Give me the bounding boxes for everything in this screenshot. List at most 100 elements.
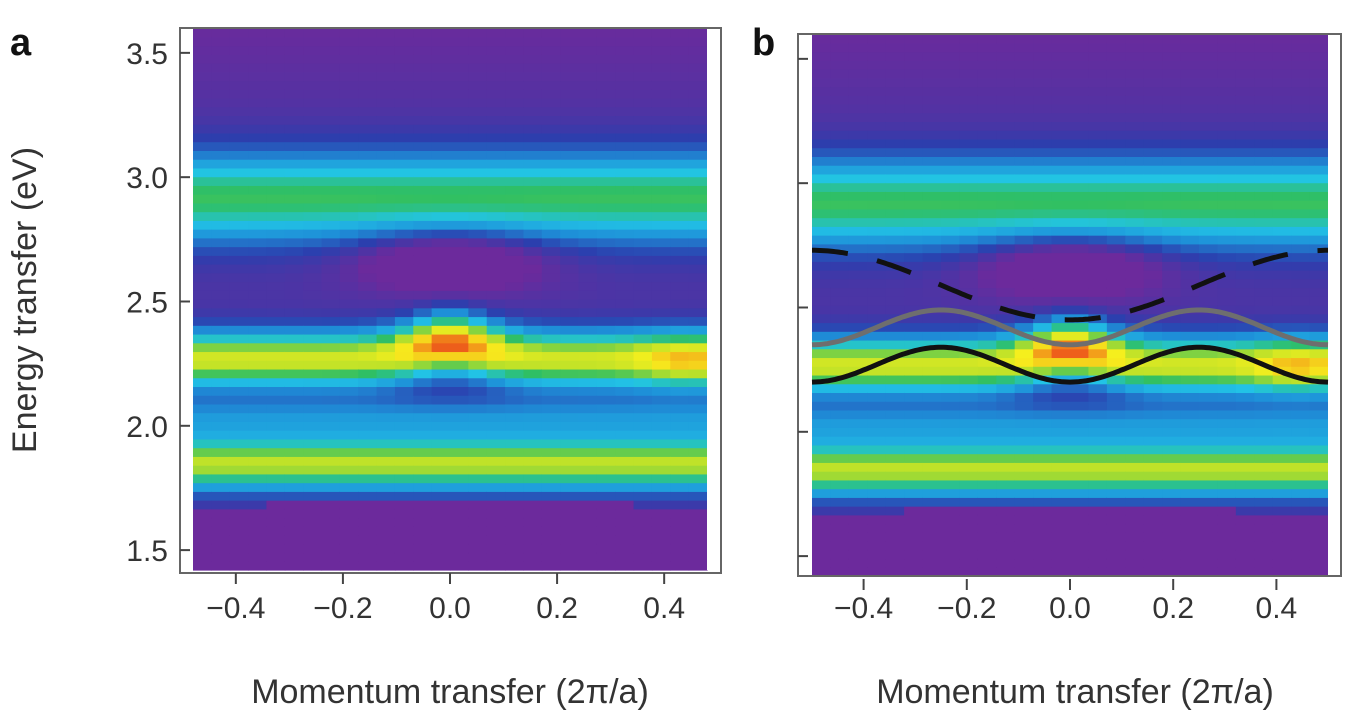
heatmap-cell [229,438,249,449]
heatmap-cell [812,401,832,411]
heatmap-cell [996,392,1016,402]
heatmap-cell [1180,77,1200,88]
heatmap-cell [1051,567,1071,577]
heatmap-cell [651,377,671,388]
heatmap-cell [1291,409,1311,420]
heatmap-cell [376,62,396,73]
heatmap-cell [1088,95,1108,105]
heatmap-cell [321,159,341,169]
heatmap-cell [468,517,488,527]
heatmap-cell [1106,252,1126,262]
heatmap-cell [229,307,249,318]
heatmap-cell [541,517,561,527]
heatmap-cell [505,386,525,396]
heatmap-cell [596,281,616,291]
heatmap-cell [284,62,304,73]
heatmap-cell [977,462,997,472]
heatmap-cell [1088,60,1108,70]
heatmap-cell [211,316,231,326]
heatmap-cell [1143,471,1163,481]
heatmap-cell [615,185,635,195]
heatmap-cell [248,202,268,213]
heatmap-cell [229,482,249,492]
heatmap-cell [596,159,616,169]
heatmap-cell [1217,287,1237,297]
heatmap-cell [922,558,942,568]
heatmap-cell [229,526,249,536]
heatmap-cell [1051,322,1071,332]
heatmap-cell [1051,558,1071,568]
heatmap-cell [468,535,488,545]
heatmap-cell [541,36,561,47]
heatmap-cell [848,34,868,44]
heatmap-cell [1217,191,1237,201]
heatmap-cell [450,45,469,55]
heatmap-cell [248,194,268,204]
heatmap-cell [376,141,396,151]
heatmap-cell [450,272,469,283]
heatmap-cell [431,28,451,38]
heatmap-cell [266,45,286,55]
heatmap-cell [431,333,451,344]
heatmap-cell [413,552,433,562]
heatmap-cell [266,229,286,239]
heatmap-cell [633,167,653,178]
heatmap-cell [922,366,942,376]
heatmap-cell [523,290,543,300]
heatmap-cell [1162,287,1182,297]
heatmap-cell [1033,497,1053,507]
heatmap-cell [670,185,690,195]
heatmap-cell [1125,147,1145,157]
heatmap-cell [193,482,212,492]
heatmap-cell [651,535,671,545]
heatmap-cell [376,167,396,178]
heatmap-cell [596,316,616,326]
heatmap-cell [1070,165,1090,175]
heatmap-cell [977,532,997,542]
heatmap-cell [596,176,616,186]
heatmap-cell [560,508,580,519]
heatmap-cell [578,237,598,248]
heatmap-cell [941,287,961,297]
heatmap-cell [229,80,249,90]
heatmap-cell [904,322,924,332]
heatmap-cell [830,357,850,367]
heatmap-cell [1217,34,1237,44]
heatmap-cell [394,368,414,379]
heatmap-cell [885,366,905,376]
heatmap-cell [941,252,961,262]
heatmap-cell [633,124,653,134]
heatmap-cell [1051,68,1071,79]
heatmap-cell [670,194,690,204]
heatmap-cell [505,517,525,527]
heatmap-cell [633,360,653,370]
heatmap-cell [339,80,359,90]
heatmap-cell [560,307,580,318]
heatmap-cell [615,106,635,117]
heatmap-cell [376,281,396,291]
heatmap-cell [266,281,286,291]
heatmap-cell [959,208,979,219]
heatmap-cell [977,479,997,490]
heatmap-cell [996,348,1016,359]
heatmap-cell [1309,121,1329,131]
heatmap-cell [830,322,850,332]
heatmap-cell [284,80,304,90]
heatmap-cell [615,28,635,38]
heatmap-cell [996,51,1016,61]
heatmap-cell [922,514,942,525]
heatmap-cell [1254,42,1274,53]
heatmap-cell [229,403,249,414]
heatmap-cell [830,366,850,376]
heatmap-cell [560,543,580,554]
heatmap-cell [1180,173,1200,184]
heatmap-cell [830,112,850,123]
heatmap-cell [1033,523,1053,533]
heatmap-cell [394,255,414,265]
heatmap-cell [339,386,359,396]
heatmap-cell [468,281,488,291]
heatmap-cell [358,543,378,554]
heatmap-cell [560,62,580,73]
heatmap-cell [633,97,653,108]
heatmap-cell [848,252,868,262]
